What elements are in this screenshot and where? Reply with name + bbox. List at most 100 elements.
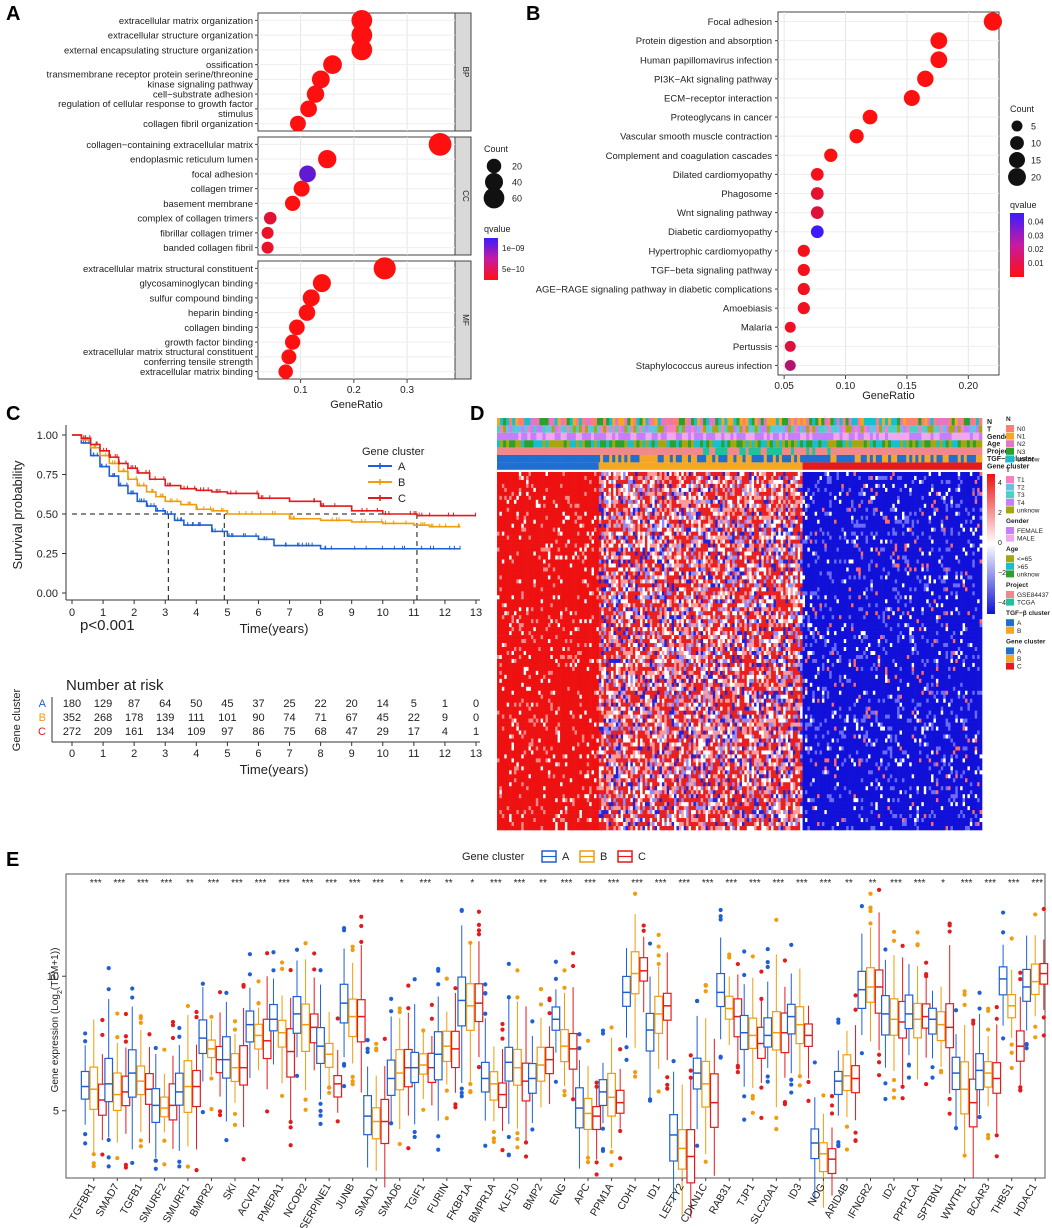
heatmap-cell	[569, 487, 573, 493]
heatmap-cell	[758, 507, 762, 513]
heatmap-cell	[528, 475, 532, 481]
heatmap-cell	[809, 531, 813, 536]
heatmap-cell	[501, 535, 505, 540]
heatmap-cell	[732, 511, 735, 517]
heatmap-cell	[945, 535, 949, 540]
heatmap-cell	[637, 472, 641, 477]
annotation-cell	[654, 432, 658, 441]
heatmap-cell	[504, 519, 507, 525]
heatmap-cell	[775, 479, 779, 485]
legend-title: qvalue	[484, 224, 511, 234]
heatmap-cell	[875, 475, 879, 481]
heatmap-cell	[693, 527, 697, 532]
heatmap-cell	[705, 491, 709, 497]
heatmap-cell	[872, 515, 876, 521]
heatmap-cell	[841, 535, 845, 540]
heatmap-cell	[504, 483, 507, 489]
heatmap-cell	[965, 527, 968, 532]
heatmap-cell	[926, 507, 929, 513]
annotation-cell	[827, 455, 831, 463]
heatmap-cell	[729, 507, 733, 513]
heatmap-cell	[586, 535, 590, 540]
annotation-cell	[972, 455, 977, 463]
heatmap-cell	[724, 515, 728, 521]
heatmap-cell	[513, 527, 517, 532]
heatmap-cell	[613, 487, 617, 493]
heatmap-cell	[899, 479, 903, 485]
heatmap-cell	[717, 472, 721, 477]
heatmap-cell	[843, 519, 847, 525]
annotation-cell	[718, 432, 722, 441]
annotation-cell	[709, 440, 713, 448]
heatmap-cell	[620, 523, 624, 528]
heatmap-cell	[860, 487, 864, 493]
heatmap-cell	[729, 499, 733, 505]
heatmap-cell	[935, 475, 939, 481]
annotation-cell	[763, 440, 768, 448]
annotation-cell	[860, 440, 865, 448]
heatmap-cell	[792, 523, 796, 528]
heatmap-cell	[625, 527, 629, 532]
heatmap-cell	[640, 483, 643, 489]
risk-value: 68	[314, 726, 326, 738]
heatmap-cell	[877, 487, 881, 493]
heatmap-cell	[819, 472, 823, 477]
annotation-cell	[754, 432, 758, 441]
heatmap-cell	[550, 475, 554, 481]
heatmap-cell	[901, 475, 905, 481]
heatmap-cell	[938, 479, 942, 485]
heatmap-cell	[863, 511, 866, 517]
heatmap-cell	[654, 527, 658, 532]
heatmap-cell	[659, 472, 663, 477]
annotation-cell	[818, 455, 822, 463]
risk-value: 37	[252, 698, 264, 710]
heatmap-cell	[906, 511, 910, 517]
heatmap-cell	[649, 515, 653, 521]
heatmap-cell	[543, 535, 546, 540]
heatmap-cell	[654, 479, 658, 485]
heatmap-cell	[560, 503, 563, 509]
heatmap-cell	[615, 472, 619, 477]
heatmap-cell	[783, 527, 786, 532]
heatmap-cell	[686, 535, 689, 540]
heatmap-cell	[678, 479, 682, 485]
heatmap-cell	[795, 511, 798, 517]
heatmap-cell	[581, 491, 585, 497]
heatmap-cell	[906, 483, 910, 489]
heatmap-cell	[768, 499, 772, 505]
heatmap-cell	[899, 483, 903, 489]
legend-title: Gene cluster	[362, 446, 425, 458]
heatmap-cell	[872, 527, 876, 532]
heatmap-cell	[846, 519, 849, 525]
annotation-cell	[969, 425, 974, 433]
heatmap-cell	[897, 535, 900, 540]
heatmap-cell	[870, 527, 874, 532]
heatmap-cell	[671, 531, 675, 536]
heatmap-cell	[749, 535, 752, 540]
heatmap-cell	[904, 527, 908, 532]
annotation-cell	[621, 440, 625, 448]
annotation-cell	[697, 447, 701, 455]
heatmap-cell	[797, 472, 801, 477]
heatmap-cell	[603, 535, 607, 540]
annotation-cell	[600, 432, 604, 441]
heatmap-cell	[710, 499, 714, 505]
heatmap-cell	[853, 483, 857, 489]
heatmap-cell	[882, 531, 886, 536]
heatmap-cell	[914, 479, 917, 485]
annotation-cell	[818, 418, 822, 426]
heatmap-cell	[943, 479, 946, 485]
annotation-cell	[745, 447, 749, 455]
heatmap-cell	[829, 495, 832, 501]
heatmap-cell	[940, 479, 944, 485]
heatmap-cell	[831, 475, 835, 481]
heatmap-cell	[819, 519, 823, 525]
annotation-cell	[642, 440, 646, 448]
heatmap-cell	[574, 499, 578, 505]
heatmap-cell	[528, 503, 532, 509]
heatmap-cell	[521, 487, 524, 493]
heatmap-cell	[555, 511, 558, 517]
annotation-cell	[894, 440, 898, 448]
heatmap-cell	[778, 495, 782, 501]
annotation-cell	[745, 425, 749, 433]
